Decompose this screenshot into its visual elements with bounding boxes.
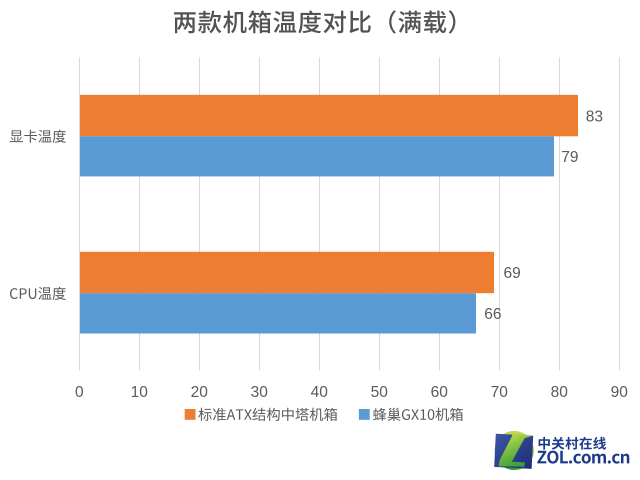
svg-text:90: 90	[611, 384, 629, 401]
svg-text:20: 20	[191, 384, 209, 401]
svg-text:69: 69	[504, 265, 521, 282]
svg-text:10: 10	[131, 384, 149, 401]
svg-text:30: 30	[251, 384, 269, 401]
svg-text:70: 70	[491, 384, 509, 401]
svg-text:79: 79	[561, 149, 578, 166]
svg-text:83: 83	[586, 108, 603, 125]
svg-text:80: 80	[551, 384, 569, 401]
svg-text:40: 40	[311, 384, 329, 401]
svg-text:50: 50	[371, 384, 389, 401]
svg-text:66: 66	[484, 306, 501, 323]
svg-text:0: 0	[75, 384, 84, 401]
svg-text:60: 60	[431, 384, 449, 401]
